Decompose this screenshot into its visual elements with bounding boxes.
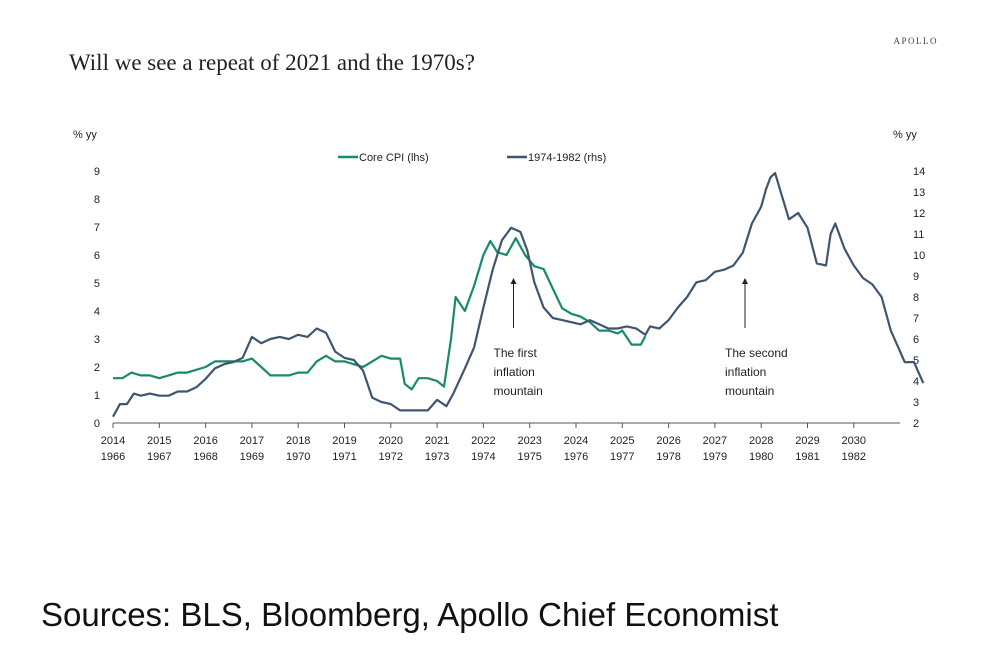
right-tick-label: 10 (913, 250, 925, 262)
x-tick-label-top: 2018 (286, 435, 310, 447)
x-tick-label-top: 2017 (240, 435, 264, 447)
annotations: The first inflation mountain The second infl… (493, 278, 788, 398)
left-tick-label: 7 (94, 222, 100, 234)
x-tick-label-bottom: 1980 (749, 451, 773, 463)
apollo-logo: APOLLO (893, 36, 938, 46)
annotation-text: inflation (493, 365, 534, 379)
x-tick-label-bottom: 1978 (656, 451, 680, 463)
x-tick-label-top: 2021 (425, 435, 449, 447)
chart-title: Will we see a repeat of 2021 and the 197… (69, 50, 475, 75)
right-tick-label: 13 (913, 187, 925, 199)
x-axis: 2014 2015 2016 2017 2018 2019 2020 2021 2022 2023… (101, 422, 901, 463)
x-tick-label-bottom: 1967 (147, 451, 171, 463)
left-tick-label: 1 (94, 390, 100, 402)
x-tick-label-top: 2016 (193, 435, 217, 447)
left-tick-label: 3 (94, 334, 100, 346)
x-tick-label-top: 2026 (656, 435, 680, 447)
x-tick-label-top: 2025 (610, 435, 634, 447)
left-tick-label: 9 (94, 166, 100, 178)
x-tick-label-bottom: 1968 (193, 451, 217, 463)
left-tick-label: 5 (94, 278, 100, 290)
left-tick-label: 8 (94, 194, 100, 206)
x-tick-label-bottom: 1975 (517, 451, 541, 463)
right-tick-label: 3 (913, 397, 919, 409)
annotation-text: mountain (725, 384, 774, 398)
x-tick-label-top: 2024 (564, 435, 588, 447)
x-tick-label-top: 2027 (703, 435, 727, 447)
x-tick-label-bottom: 1972 (379, 451, 403, 463)
x-tick-label-top: 2028 (749, 435, 773, 447)
legend-label: Core CPI (lhs) (359, 152, 429, 164)
x-tick-label-bottom: 1977 (610, 451, 634, 463)
x-tick-label-bottom: 1976 (564, 451, 588, 463)
left-tick-label: 4 (94, 306, 100, 318)
x-tick-label-top: 2020 (379, 435, 403, 447)
annotation-text: mountain (493, 384, 542, 398)
source-note: Sources: BLS, Bloomberg, Apollo Chief Ec… (41, 596, 779, 633)
x-tick-label-top: 2015 (147, 435, 171, 447)
right-tick-label: 9 (913, 271, 919, 283)
left-tick-label: 6 (94, 250, 100, 262)
right-tick-label: 11 (913, 229, 924, 241)
annotation-text: The second (725, 346, 788, 360)
x-tick-label-top: 2030 (842, 435, 866, 447)
x-tick-label-top: 2019 (332, 435, 356, 447)
right-tick-label: 6 (913, 334, 919, 346)
x-tick-label-top: 2029 (795, 435, 819, 447)
legend-label: 1974-1982 (rhs) (528, 152, 606, 164)
x-tick-label-top: 2023 (517, 435, 541, 447)
x-tick-label-top: 2014 (101, 435, 125, 447)
right-tick-label: 2 (913, 418, 919, 430)
left-axis-unit: % yy (73, 129, 97, 141)
right-tick-label: 5 (913, 355, 919, 367)
right-tick-label: 7 (913, 313, 919, 325)
left-tick-label: 2 (94, 362, 100, 374)
series-lines (112, 172, 925, 418)
annotation-text: inflation (725, 365, 766, 379)
right-tick-label: 12 (913, 208, 925, 220)
x-tick-label-bottom: 1969 (240, 451, 264, 463)
x-tick-label-bottom: 1982 (842, 451, 866, 463)
x-tick-label-top: 2022 (471, 435, 495, 447)
left-tick-label: 0 (94, 418, 100, 430)
right-tick-label: 8 (913, 292, 919, 304)
x-tick-label-bottom: 1979 (703, 451, 727, 463)
x-tick-label-bottom: 1970 (286, 451, 310, 463)
x-tick-label-bottom: 1981 (795, 451, 819, 463)
annotation-text: The first (493, 346, 537, 360)
x-tick-label-bottom: 1973 (425, 451, 449, 463)
left-axis: % yy 0 1 2 3 4 5 6 7 8 9 (73, 129, 100, 430)
legend: Core CPI (lhs) 1974-1982 (rhs) (338, 152, 606, 164)
x-tick-label-bottom: 1971 (332, 451, 356, 463)
x-tick-label-bottom: 1974 (471, 451, 495, 463)
right-tick-label: 14 (913, 166, 925, 178)
right-axis: % yy 2 3 4 5 6 7 8 9 10 11 12 13 14 (893, 129, 925, 430)
series-line (113, 237, 647, 391)
right-tick-label: 4 (913, 376, 919, 388)
series-line (112, 172, 925, 418)
x-tick-label-bottom: 1966 (101, 451, 125, 463)
right-axis-unit: % yy (893, 129, 917, 141)
